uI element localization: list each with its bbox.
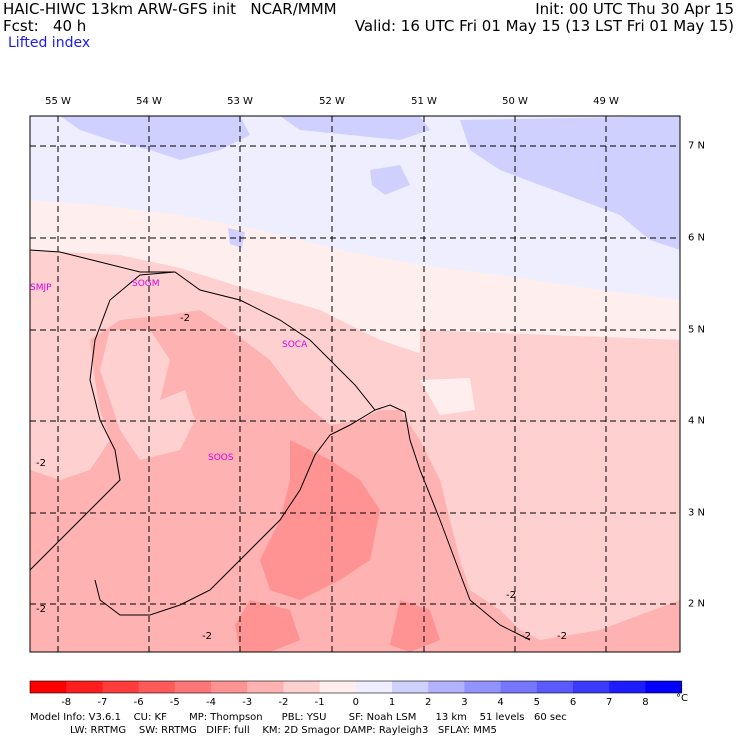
lat-label: 5 N [688, 324, 706, 336]
colorbar-tick-label: 8 [642, 697, 649, 708]
band-positive-1 [60, 116, 250, 160]
colorbar-tick-label: 2 [425, 697, 432, 708]
colorbar-swatch [573, 681, 610, 693]
coastline [29, 249, 531, 641]
colorbar-swatch [211, 681, 248, 693]
colorbar-swatch [319, 681, 357, 693]
colorbar-tick-label: 7 [606, 697, 613, 708]
colorbar-tick-label: -7 [97, 697, 108, 708]
colorbar-swatch [464, 681, 502, 693]
station-label-sogm: SOGM [132, 279, 160, 289]
colorbar-tick-label: -2 [278, 697, 289, 708]
colorbar-tick-label: -1 [314, 697, 325, 708]
lon-label: 50 W [502, 96, 528, 107]
colorbar-unit: °C [676, 693, 688, 704]
colorbar-swatch [283, 681, 321, 693]
colorbar-swatch [102, 681, 140, 693]
colorbar-swatch [66, 681, 103, 693]
lon-label: 54 W [136, 96, 162, 107]
colorbar-tick-label: -6 [133, 697, 144, 708]
colorbar-tick-label: -8 [61, 697, 72, 708]
band-minus-3-2 [235, 600, 300, 652]
colorbar-frame [29, 680, 682, 694]
contour-label: -2 [36, 458, 46, 469]
map-field [30, 116, 680, 652]
colorbar-tick-label: 0 [352, 697, 359, 708]
forecast-hour: Fcst: 40 h [3, 17, 87, 35]
colorbar-swatch [536, 681, 574, 693]
lat-label: 2 N [688, 598, 706, 610]
colorbar-swatch [500, 681, 538, 693]
station-label-soos: SOOS [208, 453, 234, 463]
station-label-smjp: SMJP [30, 283, 52, 293]
map-frame [29, 115, 681, 653]
colorbar-tick-label: 4 [497, 697, 504, 708]
band-minus-1-patch [100, 330, 195, 460]
model-title: HAIC-HIWC 13km ARW-GFS init NCAR/MMM [3, 0, 337, 18]
model-info-line2: LW: RRTMG SW: RRTMG DIFF: full KM: 2D Sm… [70, 725, 497, 736]
band-positive-2 [280, 116, 430, 140]
lon-label: 52 W [319, 96, 345, 107]
lon-label: 55 W [45, 96, 71, 107]
contour-label: -2 [202, 631, 212, 642]
contour-label: -2 [180, 313, 190, 324]
lat-label: 7 N [688, 140, 706, 152]
colorbar-swatch [174, 681, 212, 693]
init-time: Init: 00 UTC Thu 30 Apr 15 [535, 0, 734, 18]
model-info-line1: Model Info: V3.6.1 CU: KF MP: Thompson P… [30, 712, 567, 723]
colorbar-tick-label: 6 [569, 697, 577, 708]
contour-label: -2 [506, 590, 516, 601]
band-minus-3-3 [390, 600, 440, 652]
contour-label: -2 [557, 631, 567, 642]
colorbar [29, 680, 683, 694]
colorbar-swatch [355, 681, 393, 693]
contour-label: -2 [521, 631, 531, 642]
lon-label: 53 W [227, 96, 253, 107]
colorbar-swatch [428, 681, 465, 693]
colorbar-tick-label: 3 [461, 697, 468, 708]
band-positive-5 [228, 228, 245, 248]
lon-label: 51 W [411, 96, 437, 107]
contour-label: -2 [36, 604, 46, 615]
lat-label: 6 N [688, 232, 706, 244]
band-positive-4 [370, 165, 410, 195]
band-near-zero-ocean [420, 378, 475, 415]
colorbar-swatch [30, 681, 67, 693]
colorbar-swatch [609, 681, 646, 693]
field-label: Lifted index [8, 35, 91, 51]
colorbar-tick-label: 5 [533, 697, 540, 708]
colorbar-tick-label: -3 [242, 697, 253, 708]
lon-label: 49 W [593, 96, 619, 107]
band-minus-3-1 [260, 440, 380, 600]
colorbar-swatch [645, 681, 683, 693]
station-label-soca: SOCA [282, 340, 308, 350]
lat-label: 4 N [688, 415, 706, 427]
colorbar-swatch [247, 681, 284, 693]
colorbar-tick-label: -4 [206, 697, 216, 708]
lat-label: 3 N [688, 507, 706, 519]
band-minus-1-ocean [420, 330, 680, 520]
lat-lon-grid [30, 116, 680, 652]
colorbar-tick-label: 1 [388, 697, 396, 708]
valid-time: Valid: 16 UTC Fri 01 May 15 (13 LST Fri … [354, 17, 734, 35]
colorbar-tick-label: -5 [169, 697, 180, 708]
colorbar-swatch [138, 681, 176, 693]
colorbar-swatch [392, 681, 429, 693]
